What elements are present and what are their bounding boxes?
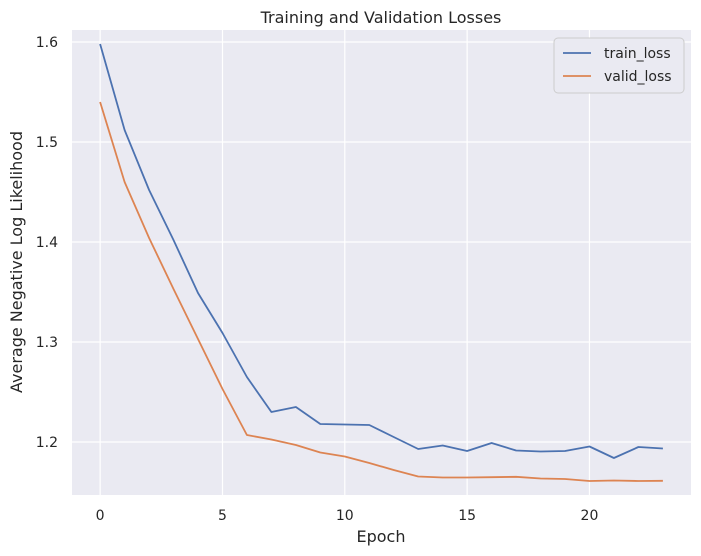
- legend-box: [553, 37, 685, 94]
- legend-label-valid-loss: valid_loss: [604, 69, 672, 85]
- legend: train_loss valid_loss: [553, 37, 685, 94]
- y-tick-label: 1.3: [36, 335, 58, 351]
- x-tick-label: 10: [336, 508, 354, 524]
- legend-label-train-loss: train_loss: [604, 46, 671, 62]
- x-tick-label: 0: [96, 508, 105, 524]
- tick-labels: 0 5 10 15 20 1.2 1.3 1.4 1.5 1.6: [36, 35, 599, 524]
- x-tick-label: 15: [458, 508, 476, 524]
- series-line-valid-loss: [99, 101, 663, 482]
- x-tick-label: 5: [218, 508, 227, 524]
- series-lines: [99, 43, 663, 482]
- y-axis-label: Average Negative Log Likelihood: [7, 131, 26, 393]
- y-tick-label: 1.6: [36, 35, 58, 51]
- series-line-train-loss: [99, 43, 663, 459]
- y-tick-label: 1.2: [36, 435, 58, 451]
- plot-background: [72, 30, 691, 495]
- x-tick-label: 20: [581, 508, 599, 524]
- chart-title: Training and Validation Losses: [260, 8, 502, 27]
- y-tick-label: 1.4: [36, 235, 58, 251]
- y-tick-label: 1.5: [36, 135, 58, 151]
- x-axis-label: Epoch: [357, 527, 406, 546]
